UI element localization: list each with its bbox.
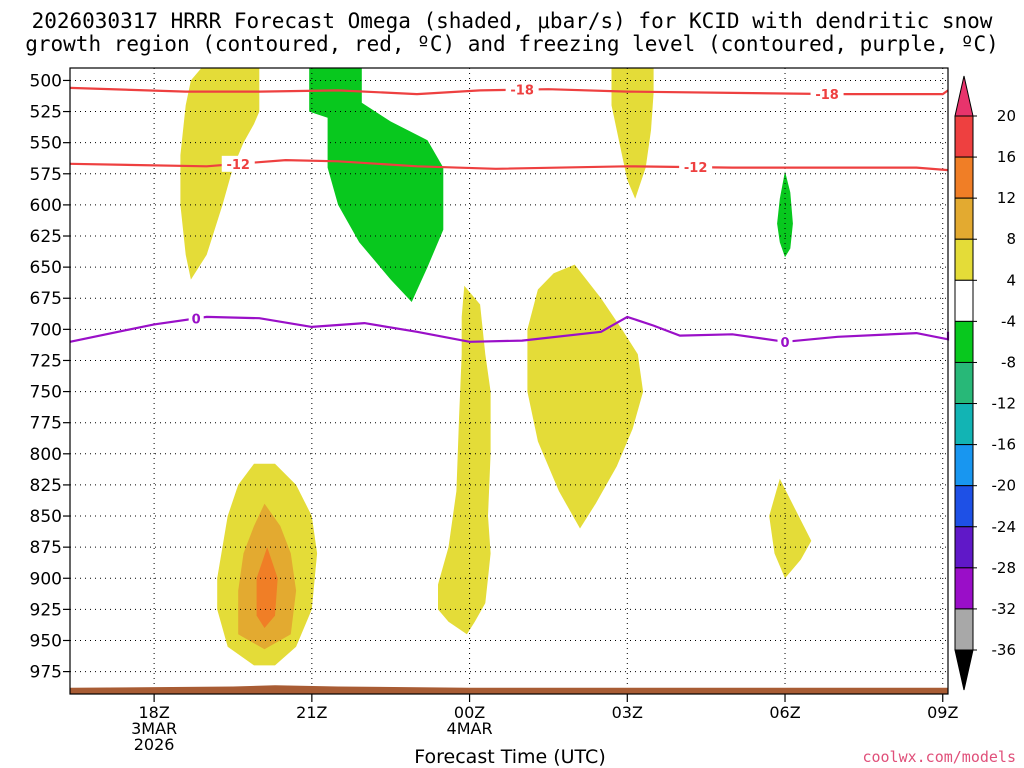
omega-region-7 [769,478,812,579]
colorbar-label: -16 [992,436,1017,454]
x-tick-label: 21Z [296,703,327,722]
y-tick-label: 925 [30,600,62,620]
y-tick-label: 750 [30,383,62,403]
y-tick-label: 775 [30,414,62,434]
colorbar-label: -4 [1001,312,1016,330]
colorbar-label: -8 [1001,353,1016,371]
y-tick-label: 875 [30,538,62,558]
title-line-1: 2026030317 HRRR Forecast Omega (shaded, … [32,9,993,33]
colorbar-label: -32 [992,600,1017,618]
pressure-axis: 500 525 550 575 600 625 650 675 700 725 750 775 800 8… [30,71,70,683]
y-tick-label: 900 [30,569,62,589]
omega-region-3 [611,68,654,199]
y-tick-label: 625 [30,227,62,247]
colorbar-top-arrow [954,75,974,117]
y-tick-label: 550 [30,134,62,154]
omega-region-4 [777,171,793,258]
y-tick-label: 975 [30,663,62,683]
colorbar: 20 16 12 8 4 -4 -8 -12 -16 -20 -24 -28 -32 -36 [954,75,1017,691]
colorbar-segment [954,403,974,446]
contour-label-bg [777,333,793,350]
contour-label: -18 [510,84,534,99]
omega-region-1 [180,68,260,280]
y-tick-label: 950 [30,631,62,651]
colorbar-label: -12 [992,395,1017,413]
colorbar-label: 16 [997,148,1016,166]
ground-surface [70,685,948,694]
y-tick-label: 700 [30,320,62,340]
colorbar-label: 8 [1006,230,1016,248]
y-tick-label: 600 [30,196,62,216]
colorbar-label: 4 [1006,271,1016,289]
colorbar-segment [954,608,974,651]
colorbar-label: 20 [997,107,1016,125]
y-tick-label: 650 [30,258,62,278]
omega-region-10 [256,547,278,628]
colorbar-label: 12 [997,189,1016,207]
omega-region-2 [309,68,444,302]
y-tick-label: 500 [30,71,62,91]
credit-link[interactable]: coolwx.com/models [862,748,1016,766]
y-tick-label: 675 [30,289,62,309]
x-tick-label: 3MAR [131,719,177,738]
colorbar-segment [954,197,974,240]
x-tick-label: 2026 [134,735,175,754]
y-tick-label: 575 [30,165,62,185]
chart-title: 2026030317 HRRR Forecast Omega (shaded, … [25,9,999,56]
contour-label-bg [221,155,255,172]
colorbar-segment [954,361,974,405]
colorbar-segment [954,526,974,569]
y-tick-label: 825 [30,476,62,496]
y-tick-label: 725 [30,351,62,371]
colorbar-segment [954,444,974,487]
contour-label-bg [505,81,539,98]
colorbar-segment [954,485,974,528]
plot-frame [69,67,949,695]
colorbar-label: -28 [992,559,1017,577]
contour-label: 0 [192,312,201,327]
colorbar-segment [954,567,974,610]
isotherm-m12-line [69,158,949,172]
x-tick-label: 09Z [927,703,958,722]
title-line-2: growth region (contoured, red, ºC) and f… [25,32,999,56]
y-tick-label: 800 [30,445,62,465]
isotherm-0-line [69,315,950,343]
contour-label-bg [188,310,204,327]
contour-label: -18 [815,88,839,103]
contour-label-bg [679,159,713,176]
contour-label-bg [810,86,844,103]
x-tick-label: 03Z [612,703,643,722]
colorbar-segment [954,238,974,281]
x-tick-label: 4MAR [447,719,493,738]
x-tick-label: 18Z [138,703,169,722]
colorbar-segment [954,279,974,322]
x-tick-label: 00Z [454,703,485,722]
contour-label: -12 [684,161,708,176]
omega-shading [180,68,812,666]
omega-region-5 [438,285,491,635]
colorbar-bottom-arrow [954,649,974,691]
y-tick-label: 850 [30,507,62,527]
omega-region-6 [527,264,644,529]
colorbar-label: -36 [992,641,1017,659]
x-tick-label: 06Z [769,703,800,722]
contour-label: -12 [226,158,250,173]
colorbar-label: -20 [992,477,1017,495]
y-tick-label: 525 [30,103,62,123]
ground-band [70,685,948,694]
contour-label: 0 [780,336,789,351]
x-axis-label: Forecast Time (UTC) [414,746,605,768]
contour-lines: -18 -18 -12 -12 0 0 [69,81,950,351]
colorbar-segment [954,115,974,158]
colorbar-segment [954,320,974,363]
colorbar-segment [954,156,974,199]
colorbar-label: -24 [992,518,1017,536]
